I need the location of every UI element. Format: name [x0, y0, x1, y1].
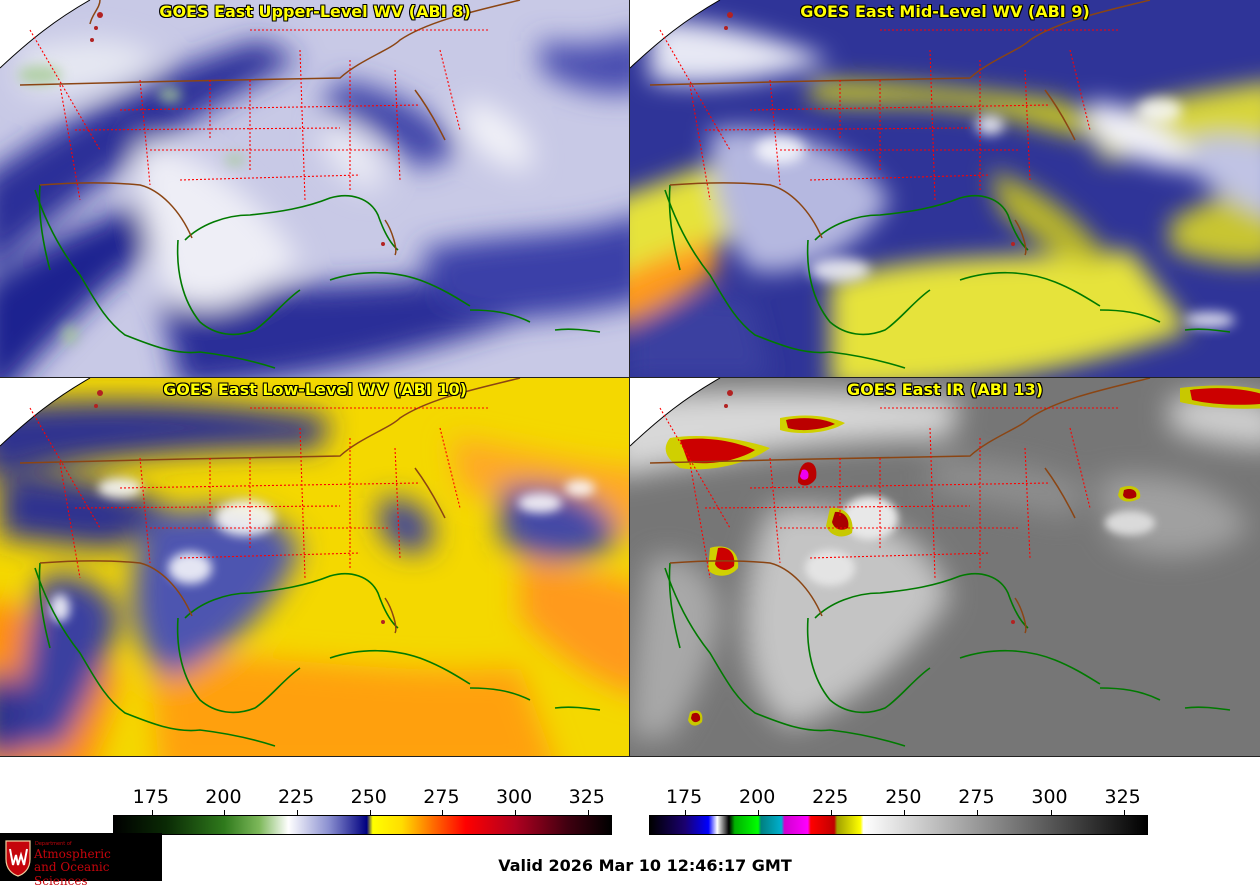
ir-colorbar-ticks: 175 200 225 250 275 300 325 — [649, 786, 1148, 815]
ir-tick-label: 325 — [1104, 786, 1141, 808]
wv-colorbar: 175 200 225 250 275 300 325 — [113, 786, 612, 836]
panel-ir: GOES East IR (ABI 13) — [630, 378, 1260, 756]
logo-line-1: Atmospheric — [34, 847, 111, 861]
ir-tick-label: 200 — [739, 786, 776, 808]
wv-colorbar-ticks: 175 200 225 250 275 300 325 — [113, 786, 612, 815]
wv-tick-label: 175 — [132, 786, 169, 808]
ir-tick-mark — [977, 810, 979, 815]
panel-title: GOES East Low-Level WV (ABI 10) — [163, 380, 467, 399]
ir-tick-label: 300 — [1031, 786, 1068, 808]
panel-mid-level-wv: GOES East Mid-Level WV (ABI 9) — [630, 0, 1260, 378]
ir-tick-mark — [758, 810, 760, 815]
wv-tick-mark — [297, 810, 299, 815]
ir-tick-mark — [904, 810, 906, 815]
ir-tick-mark — [1123, 810, 1125, 815]
panel-title: GOES East IR (ABI 13) — [846, 380, 1044, 399]
panel-divider-vertical — [629, 0, 630, 757]
wv-tick-mark — [442, 810, 444, 815]
logo-department: Department of — [35, 841, 72, 847]
ir-tick-label: 275 — [958, 786, 995, 808]
panel-title: GOES East Mid-Level WV (ABI 9) — [800, 2, 1090, 21]
upper-level-wv-image — [0, 0, 630, 378]
ir-colorbar: 175 200 225 250 275 300 325 — [649, 786, 1148, 836]
valid-time: Valid 2026 Mar 10 12:46:17 GMT — [498, 856, 792, 875]
panel-title: GOES East Upper-Level WV (ABI 8) — [159, 2, 471, 21]
image-bottom-border — [0, 756, 1260, 757]
panel-upper-level-wv: GOES East Upper-Level WV (ABI 8) — [0, 0, 630, 378]
wv-tick-mark — [369, 810, 371, 815]
wv-tick-label: 275 — [423, 786, 460, 808]
wv-tick-mark — [151, 810, 153, 815]
ir-tick-label: 250 — [885, 786, 922, 808]
ir-tick-label: 225 — [812, 786, 849, 808]
ir-image — [630, 378, 1260, 756]
wv-tick-mark — [224, 810, 226, 815]
mid-level-wv-image — [630, 0, 1260, 378]
uw-seal-icon — [5, 840, 31, 877]
ir-tick-mark — [831, 810, 833, 815]
ir-colorbar-gradient — [649, 815, 1148, 835]
ir-tick-mark — [1050, 810, 1052, 815]
wv-colorbar-gradient — [113, 815, 612, 835]
ir-tick-label: 175 — [665, 786, 703, 808]
logo-line-2: and Oceanic Sciences — [34, 860, 110, 888]
panel-low-level-wv: GOES East Low-Level WV (ABI 10) — [0, 378, 630, 756]
low-level-wv-image — [0, 378, 630, 756]
aos-logo[interactable]: Department of Atmospheric and Oceanic Sc… — [0, 833, 162, 888]
wv-tick-mark — [587, 810, 589, 815]
wv-tick-label: 300 — [495, 786, 533, 808]
wv-tick-label: 225 — [277, 786, 315, 808]
wv-tick-label: 200 — [205, 786, 242, 808]
panel-divider-horizontal — [0, 377, 1260, 378]
ir-tick-mark — [685, 810, 687, 815]
wv-tick-label: 250 — [350, 786, 387, 808]
wv-tick-mark — [515, 810, 517, 815]
wv-tick-label: 325 — [568, 786, 605, 808]
